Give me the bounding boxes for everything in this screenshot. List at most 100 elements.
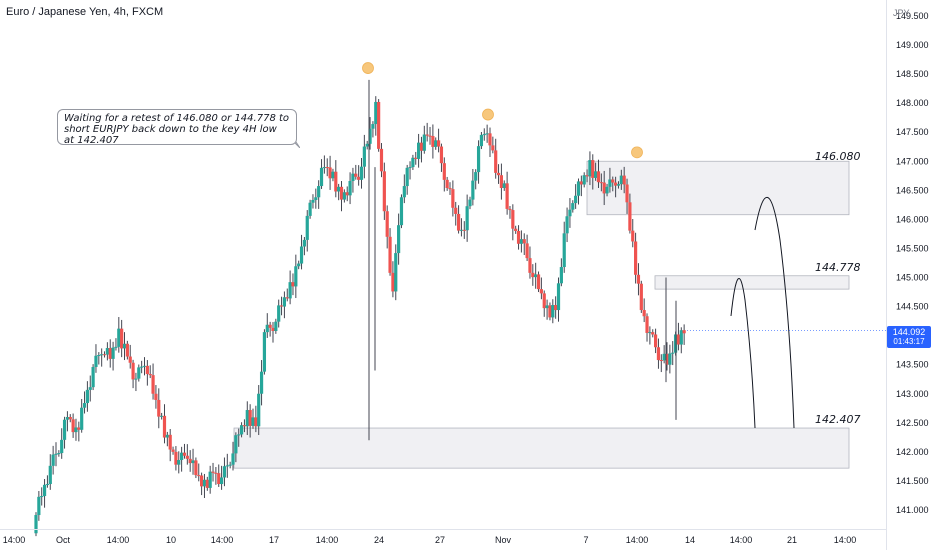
candle-body (200, 475, 204, 487)
time-tick-label: 14:00 (3, 535, 26, 545)
price-tick-label: 141.500 (896, 476, 929, 486)
candle-body (611, 179, 615, 183)
candle-body (302, 239, 306, 247)
candle-body (219, 477, 224, 485)
candle-body (128, 356, 132, 363)
candle-body (294, 266, 298, 287)
candle-body (394, 253, 398, 292)
candle-body (88, 387, 92, 390)
candle-body (211, 471, 215, 473)
candle-body (291, 282, 295, 287)
candle-body (616, 184, 621, 186)
time-tick-label: 14:00 (626, 535, 649, 545)
candle-body (80, 407, 84, 430)
time-tick-label: 14:00 (107, 535, 130, 545)
price-tick-label: 147.000 (896, 156, 929, 166)
time-tick-label: 27 (435, 535, 445, 545)
candle-body (425, 134, 429, 136)
callout-line-2: short EURJPY back down to the key 4H low… (64, 124, 277, 146)
candle-body (45, 484, 50, 486)
candle-body (491, 145, 495, 151)
candle-body (85, 389, 89, 404)
price-tick-label: 142.000 (896, 447, 929, 457)
candle-body (588, 160, 592, 177)
candle-body (134, 378, 138, 380)
candle-body (505, 183, 509, 209)
candle-body (265, 324, 269, 333)
callout-note[interactable]: Waiting for a retest of 146.080 or 144.7… (57, 109, 297, 146)
candle-body (614, 182, 618, 186)
candle-body (171, 449, 175, 452)
price-tick-label: 146.500 (896, 185, 929, 195)
peak-marker (362, 62, 374, 74)
candle-body (222, 466, 227, 478)
candle-body (459, 229, 464, 231)
candle-body (536, 274, 541, 290)
candle-body (334, 171, 338, 192)
candle-body (479, 134, 484, 147)
candle-body (642, 310, 646, 317)
candle-body (494, 150, 498, 173)
callout-line-1: Waiting for a retest of 146.080 or 144.7… (64, 113, 290, 124)
candle-body (636, 274, 641, 284)
candle-body (602, 182, 606, 194)
candle-body (462, 229, 466, 231)
candle-body (168, 434, 172, 450)
price-tick-label: 141.000 (896, 505, 929, 515)
candle-body (188, 458, 192, 464)
candle-body (499, 175, 504, 188)
candle-body (682, 330, 686, 334)
candle-body (591, 160, 595, 178)
candle-body (496, 172, 501, 176)
candle-body (645, 316, 649, 333)
price-tick-label: 148.000 (896, 98, 929, 108)
candle-body (628, 202, 632, 231)
time-tick-label: 21 (787, 535, 797, 545)
candle-body (534, 274, 538, 278)
candle-body (305, 215, 309, 240)
candle-body (514, 228, 518, 231)
candle-body (202, 479, 207, 487)
level-label-146080: 146.080 (815, 150, 861, 163)
candle-body (217, 473, 221, 485)
candle-body (391, 272, 395, 292)
candle-body (122, 343, 127, 349)
candle-body (516, 231, 521, 244)
price-tick-label: 149.000 (896, 40, 929, 50)
candle-body (285, 297, 289, 299)
candle-body (234, 435, 238, 454)
candle-body (288, 282, 292, 299)
candle-body (508, 208, 512, 211)
candle-body (214, 472, 218, 474)
candle-body (568, 209, 572, 217)
candle-body (388, 236, 392, 273)
candle-body (251, 417, 255, 426)
candle-body (337, 186, 341, 192)
candle-body (653, 334, 658, 348)
candle-body (282, 297, 287, 307)
candle-body (257, 393, 261, 427)
candle-body (114, 346, 118, 348)
time-tick-label: 24 (374, 535, 384, 545)
countdown-timer: 01:43:17 (893, 337, 925, 346)
candle-body (34, 515, 38, 534)
time-axis[interactable] (0, 529, 886, 551)
candle-body (262, 332, 267, 372)
candle-body (182, 452, 187, 456)
candle-body (551, 305, 555, 318)
candle-body (531, 272, 535, 278)
candle-body (197, 475, 201, 477)
candle-body (488, 133, 492, 146)
candle-body (274, 321, 278, 331)
candle-body (117, 328, 121, 347)
price-tick-label: 146.000 (896, 214, 929, 224)
candle-body (345, 192, 349, 196)
time-tick-label: 14:00 (834, 535, 857, 545)
price-axis[interactable] (886, 0, 932, 550)
projection-arc-2 (754, 196, 795, 429)
candle-body (237, 434, 241, 436)
price-tick-label: 142.500 (896, 418, 929, 428)
candle-body (576, 181, 581, 196)
